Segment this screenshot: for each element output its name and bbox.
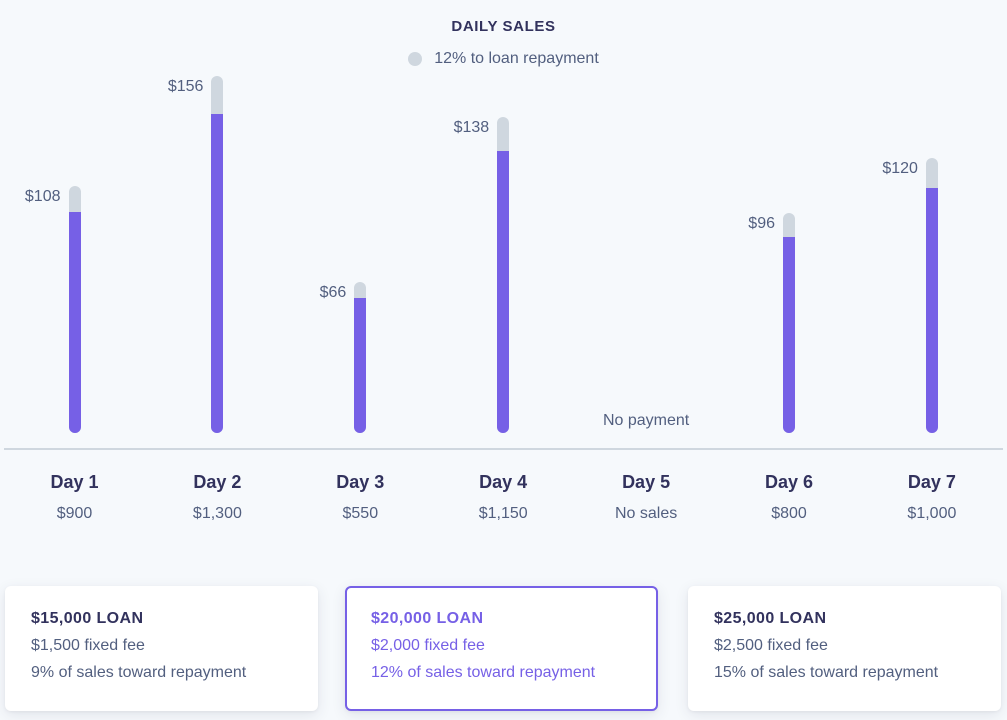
daily-sales-chart: $108 Day 1 $900 $156 Day 2 $1,300 $66 Day 3 $550… xyxy=(4,75,1003,522)
bar-1 xyxy=(68,185,81,433)
day-sales-label-1: $900 xyxy=(56,505,93,522)
bar-sales-fill-7 xyxy=(925,187,938,433)
bar-3 xyxy=(354,281,367,433)
x-tick-label-3: Day 3 xyxy=(336,472,385,492)
x-axis-line xyxy=(4,448,1003,450)
bar-sales-fill-4 xyxy=(497,150,510,433)
day-sales-label-2: $1,300 xyxy=(192,505,242,522)
loan-amount: $15,000 LOAN xyxy=(31,610,144,627)
no-payment-label: No payment xyxy=(602,412,690,429)
loan-repayment-rate: 15% of sales toward repayment xyxy=(714,664,939,681)
loan-fee: $1,500 fixed fee xyxy=(31,637,145,654)
chart-title: DAILY SALES xyxy=(451,18,556,35)
day-sales-label-6: $800 xyxy=(771,505,807,522)
x-tick-label-7: Day 7 xyxy=(907,472,956,492)
day-sales-label-5: No sales xyxy=(614,505,678,522)
loan-repayment-rate: 12% of sales toward repayment xyxy=(371,664,596,681)
bar-2 xyxy=(211,75,224,433)
legend-label: 12% to loan repayment xyxy=(434,50,599,67)
loan-option-card-20000[interactable]: $20,000 LOAN $2,000 fixed fee 12% of sal… xyxy=(345,586,658,711)
loan-amount: $20,000 LOAN xyxy=(371,610,484,627)
bar-sales-fill-6 xyxy=(783,236,795,433)
day-sales-label-4: $1,150 xyxy=(478,505,528,522)
bar-sales-fill-2 xyxy=(211,114,224,433)
legend-swatch xyxy=(408,52,423,66)
loan-option-card-25000[interactable]: $25,000 LOAN $2,500 fixed fee 15% of sal… xyxy=(688,586,1001,711)
x-tick-label-1: Day 1 xyxy=(50,472,99,492)
bar-sales-fill-1 xyxy=(68,212,81,433)
day-sales-label-3: $550 xyxy=(342,505,379,522)
day-sales-label-7: $1,000 xyxy=(907,505,957,522)
x-tick-label-2: Day 2 xyxy=(193,472,242,492)
loan-fee: $2,000 fixed fee xyxy=(371,637,485,654)
loan-repayment-rate: 9% of sales toward repayment xyxy=(31,664,247,681)
x-tick-label-6: Day 6 xyxy=(764,472,814,492)
loan-fee: $2,500 fixed fee xyxy=(714,637,828,654)
repayment-label-3: $66 xyxy=(319,283,347,301)
bar-sales-fill-3 xyxy=(354,298,367,433)
repayment-label-7: $120 xyxy=(882,160,918,178)
x-tick-label-5: Day 5 xyxy=(622,472,671,492)
bar-7 xyxy=(925,158,938,433)
loan-amount: $25,000 LOAN xyxy=(714,610,827,627)
repayment-label-2: $156 xyxy=(167,77,204,95)
repayment-label-4: $138 xyxy=(453,119,490,137)
bar-4 xyxy=(497,117,510,433)
bar-6 xyxy=(783,213,795,433)
repayment-label-1: $108 xyxy=(24,187,61,205)
repayment-label-6: $96 xyxy=(748,215,775,233)
chart-legend: 12% to loan repayment xyxy=(0,50,1007,68)
loan-option-card-15000[interactable]: $15,000 LOAN $1,500 fixed fee 9% of sale… xyxy=(5,586,318,711)
x-tick-label-4: Day 4 xyxy=(479,472,528,492)
